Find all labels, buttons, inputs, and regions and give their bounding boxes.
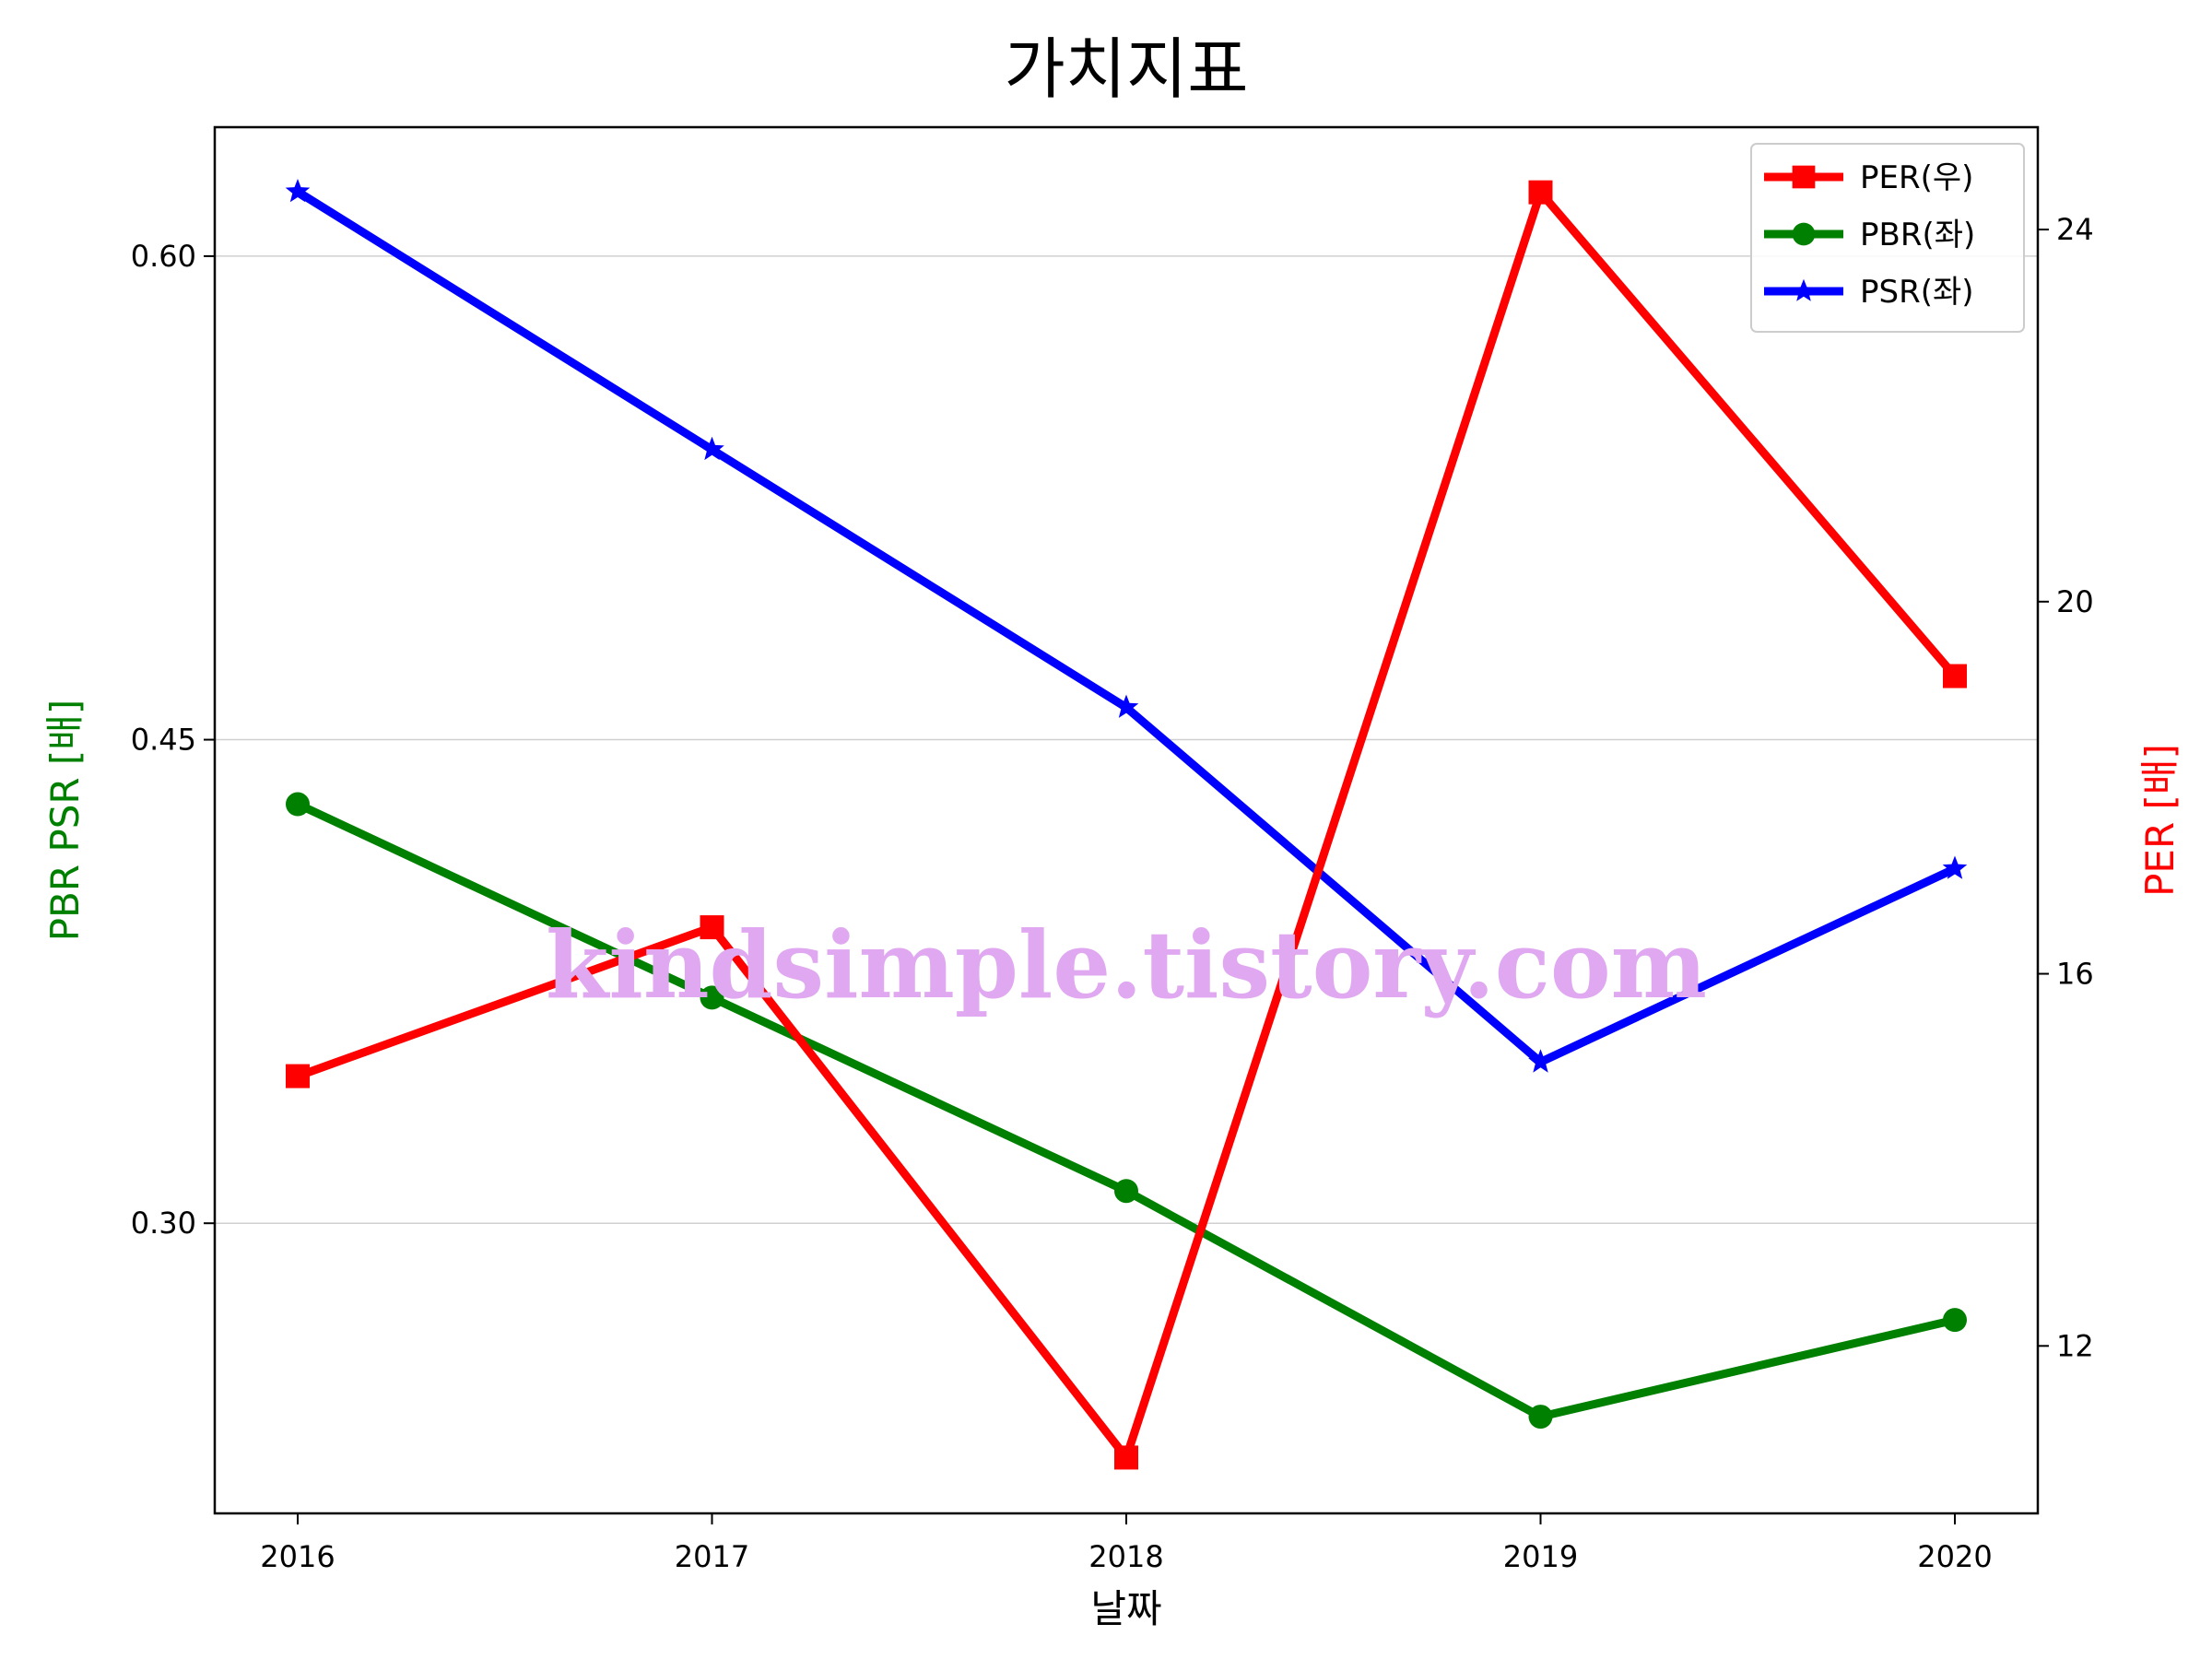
point-pbr-2019 [1528, 1405, 1553, 1430]
series-pbr [286, 792, 1967, 1430]
plot-frame [213, 125, 2040, 1515]
x-tick-label-2019: 2019 [1503, 1539, 1578, 1574]
point-per-2016 [286, 1064, 310, 1088]
right-tick-label-1: 16 [2056, 957, 2094, 992]
left-tick-label-1: 0.45 [131, 723, 196, 758]
left-tick-label-2: 0.60 [131, 239, 196, 274]
x-tick-label-2020: 2020 [1917, 1539, 1992, 1574]
x-tick-label-2016: 2016 [260, 1539, 335, 1574]
left-tick-label-0: 0.30 [131, 1206, 196, 1241]
point-pbr-2016 [286, 792, 310, 817]
point-psr-2018 [1113, 694, 1139, 718]
legend-item-pbr: PBR(좌) [1764, 217, 1975, 253]
point-per-2019 [1528, 180, 1553, 205]
chart-title: 가치지표 [1005, 30, 1249, 108]
point-pbr-2018 [1114, 1179, 1138, 1204]
right-y-axis-label: PER [배] [2137, 744, 2183, 897]
point-psr-2017 [700, 436, 724, 461]
legend-item-per: PER(우) [1764, 159, 1973, 196]
point-psr-2019 [1528, 1049, 1553, 1073]
point-psr-2016 [285, 179, 311, 203]
x-axis-ticks: 2016 2017 2018 2019 2020 [260, 1513, 1993, 1574]
legend: PER(우) PBR(좌) PSR(좌) [1750, 143, 2025, 333]
x-tick-label-2018: 2018 [1088, 1539, 1163, 1574]
legend-marker-psr [1792, 278, 1816, 301]
legend-label-per: PER(우) [1860, 159, 1973, 196]
series-psr [285, 179, 1968, 1073]
legend-item-psr: PSR(좌) [1764, 274, 1974, 311]
right-tick-label-2: 20 [2056, 584, 2094, 619]
series-layer [285, 179, 1968, 1470]
legend-marker-pbr [1792, 222, 1816, 246]
right-tick-label-3: 24 [2056, 212, 2094, 247]
grid-lines [215, 255, 2038, 1224]
point-per-2017 [700, 915, 724, 940]
watermark-text: kindsimple.tistory.com [546, 911, 1707, 1019]
legend-box [1750, 143, 2025, 333]
point-psr-2020 [1942, 855, 1968, 879]
legend-label-pbr: PBR(좌) [1860, 217, 1975, 253]
series-per [286, 180, 1967, 1470]
legend-marker-per [1792, 165, 1816, 189]
right-tick-label-0: 12 [2056, 1328, 2094, 1363]
legend-label-psr: PSR(좌) [1860, 274, 1974, 311]
x-tick-label-2017: 2017 [675, 1539, 749, 1574]
point-per-2018 [1114, 1445, 1138, 1470]
series-line-per [296, 183, 1959, 1466]
point-pbr-2020 [1943, 1308, 1967, 1333]
point-per-2020 [1943, 664, 1967, 688]
left-y-axis-ticks: 0.30 0.45 0.60 [131, 239, 215, 1241]
point-pbr-2017 [700, 985, 724, 1010]
right-y-axis-ticks: 12 16 20 24 [2038, 212, 2094, 1363]
left-y-axis-label: PBR PSR [배] [42, 700, 88, 942]
x-axis-label: 날짜 [1090, 1586, 1161, 1631]
series-line-pbr [296, 800, 1957, 1421]
